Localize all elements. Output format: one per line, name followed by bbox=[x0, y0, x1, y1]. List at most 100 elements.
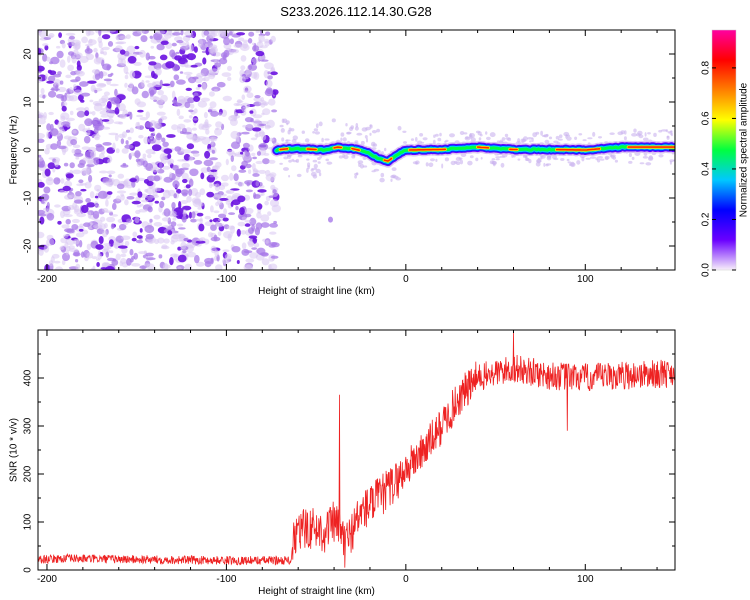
noise-blob bbox=[43, 186, 51, 194]
noise-blob bbox=[71, 224, 79, 230]
noise-blob bbox=[206, 166, 211, 172]
noise-blob bbox=[46, 123, 52, 131]
noise-blob bbox=[200, 172, 205, 180]
noise-blob bbox=[80, 251, 85, 258]
noise-blob bbox=[151, 144, 162, 152]
halo-speck bbox=[428, 162, 434, 168]
noise-blob bbox=[103, 210, 113, 213]
noise-blob bbox=[262, 158, 270, 165]
noise-blob bbox=[265, 79, 273, 88]
noise-blob bbox=[255, 160, 264, 165]
halo-speck bbox=[521, 138, 527, 143]
halo-speck bbox=[397, 125, 402, 131]
noise-blob bbox=[270, 184, 276, 191]
halo-speck bbox=[589, 156, 596, 159]
colorbar-frame bbox=[711, 29, 737, 271]
colorbar: 0.0 0.2 0.4 0.6 0.8 Normalized spectral ampl… bbox=[701, 29, 750, 277]
snr-ytick-label: 300 bbox=[23, 417, 34, 434]
noise-blob bbox=[91, 256, 98, 260]
noise-blob bbox=[171, 202, 176, 209]
noise-blob bbox=[270, 255, 279, 259]
halo-speck bbox=[422, 137, 428, 141]
halo-speck bbox=[391, 174, 397, 179]
noise-blob bbox=[107, 158, 112, 164]
noise-blob bbox=[86, 252, 94, 259]
noise-blob bbox=[201, 50, 207, 54]
noise-blob bbox=[55, 84, 59, 92]
noise-blob bbox=[100, 114, 110, 118]
noise-blob bbox=[201, 136, 211, 145]
noise-blob bbox=[263, 70, 269, 79]
noise-blob bbox=[38, 154, 42, 158]
noise-blob bbox=[152, 187, 158, 193]
noise-blob bbox=[49, 61, 54, 65]
noise-blob bbox=[87, 211, 92, 219]
noise-blob bbox=[92, 87, 103, 92]
halo-speck bbox=[595, 157, 599, 161]
noise-blob bbox=[197, 84, 202, 88]
halo-speck bbox=[439, 132, 442, 137]
noise-blob bbox=[139, 49, 146, 58]
noise-blob bbox=[117, 173, 125, 179]
halo-speck bbox=[331, 118, 336, 123]
noise-blob bbox=[245, 207, 254, 215]
noise-blob bbox=[106, 30, 117, 33]
halo-speck bbox=[346, 131, 352, 135]
noise-blob bbox=[111, 259, 119, 266]
halo-speck bbox=[369, 124, 372, 128]
noise-blob bbox=[57, 86, 67, 93]
noise-blob bbox=[188, 109, 194, 113]
noise-blob bbox=[163, 190, 171, 199]
halo-speck bbox=[469, 155, 474, 159]
halo-speck bbox=[480, 157, 483, 160]
noise-blob bbox=[172, 32, 182, 36]
noise-blob bbox=[92, 210, 100, 219]
noise-blob bbox=[145, 111, 150, 119]
noise-blob bbox=[60, 178, 65, 184]
noise-blob bbox=[167, 230, 173, 236]
halo-speck bbox=[338, 155, 343, 159]
noise-blob bbox=[153, 214, 161, 220]
noise-blob bbox=[270, 35, 276, 43]
noise-blob bbox=[120, 193, 125, 197]
noise-blob bbox=[40, 87, 45, 95]
noise-blob bbox=[54, 159, 60, 167]
noise-blob bbox=[118, 121, 124, 125]
noise-blob bbox=[145, 80, 150, 83]
noise-blob bbox=[243, 264, 254, 270]
noise-blob bbox=[44, 148, 50, 155]
noise-blob bbox=[225, 158, 229, 166]
noise-blob bbox=[188, 178, 194, 187]
noise-blob bbox=[67, 55, 71, 63]
noise-blob bbox=[198, 223, 205, 232]
noise-blob bbox=[134, 216, 140, 224]
noise-blob bbox=[126, 218, 132, 223]
halo-speck bbox=[384, 147, 387, 152]
noise-blob bbox=[124, 240, 130, 247]
noise-blob bbox=[244, 180, 254, 185]
noise-blob bbox=[136, 161, 142, 167]
halo-speck bbox=[543, 162, 546, 167]
halo-speck bbox=[301, 130, 305, 134]
noise-blob bbox=[182, 250, 187, 254]
halo-speck bbox=[459, 131, 465, 135]
noise-blob bbox=[72, 129, 77, 134]
noise-blob bbox=[105, 199, 109, 207]
noise-blob bbox=[48, 260, 54, 267]
noise-blob bbox=[173, 233, 182, 237]
noise-blob bbox=[153, 32, 163, 41]
noise-blob bbox=[181, 172, 189, 181]
noise-blob bbox=[141, 199, 149, 203]
noise-blob bbox=[129, 82, 134, 88]
noise-blob bbox=[91, 133, 101, 139]
noise-blob bbox=[56, 140, 62, 147]
noise-blob bbox=[68, 51, 75, 56]
halo-speck bbox=[546, 155, 552, 161]
halo-speck bbox=[419, 133, 424, 137]
noise-blob bbox=[161, 244, 168, 249]
noise-blob bbox=[93, 157, 100, 166]
noise-blob bbox=[147, 154, 152, 159]
snr-axes: -200 -100 0 100 0 100 200 300 400 bbox=[23, 329, 676, 585]
snr-x-axis-label: Height of straight line (km) bbox=[258, 586, 375, 597]
halo-speck bbox=[359, 163, 364, 169]
